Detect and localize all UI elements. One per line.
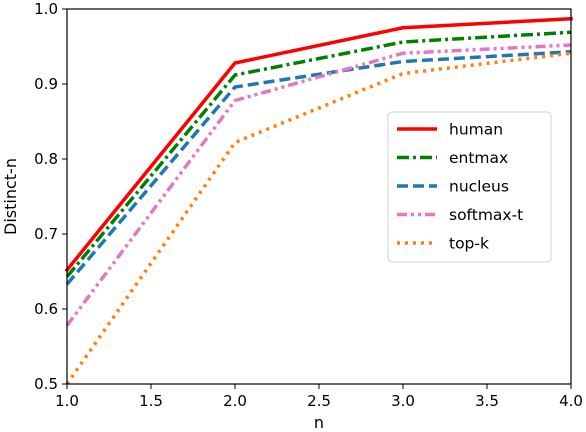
y-tick-label: 1.0: [34, 0, 58, 18]
legend-label-softmax-t: softmax-t: [449, 206, 523, 224]
x-tick-label: 1.0: [55, 392, 79, 410]
series-line-softmax-t: [65, 43, 572, 327]
y-axis-label: Distinct-n: [1, 158, 20, 235]
legend-box: [387, 111, 552, 263]
x-tick-label: 4.0: [559, 392, 583, 410]
legend: human entmax nucleus softmax-t top-k: [387, 111, 552, 263]
x-tick-label: 3.0: [391, 392, 415, 410]
y-tick-label: 0.9: [34, 75, 58, 93]
x-tick-label: 1.5: [139, 392, 163, 410]
series-line-nucleus: [65, 50, 572, 286]
series-line-entmax: [65, 30, 572, 278]
series-layer: [64, 16, 573, 385]
y-tick-label: 0.7: [34, 225, 58, 243]
axes-layer: 1.0 1.5 2.0 2.5 3.0 3.5 4.0 0.5 0.6 0.7 0.8 0.9 1.0: [34, 0, 583, 410]
legend-label-nucleus: nucleus: [449, 178, 509, 196]
legend-label-human: human: [449, 121, 503, 139]
y-tick-label: 0.6: [34, 300, 58, 318]
x-tick-label: 3.5: [475, 392, 499, 410]
legend-label-top-k: top-k: [449, 235, 489, 253]
x-tick-label: 2.5: [307, 392, 331, 410]
series-line-top-k: [65, 51, 572, 385]
y-tick-label: 0.5: [34, 375, 58, 393]
legend-label-entmax: entmax: [449, 149, 508, 167]
x-tick-label: 2.0: [223, 392, 247, 410]
series-line-human: [64, 16, 573, 273]
y-tick-label: 0.8: [34, 150, 58, 168]
x-axis-label: n: [314, 413, 324, 432]
